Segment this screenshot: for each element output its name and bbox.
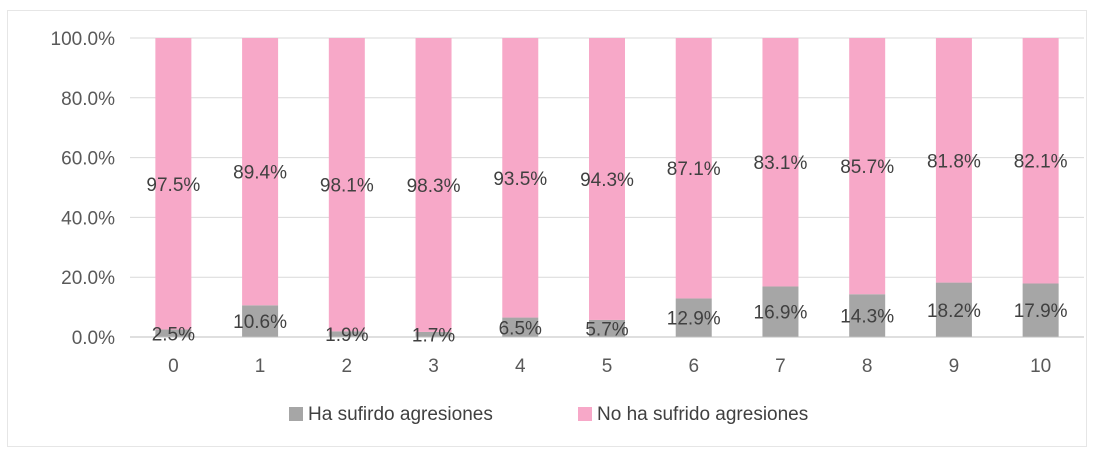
data-label-ha-sufrido: 10.6%: [233, 312, 287, 333]
data-label-ha-sufrido: 18.2%: [927, 301, 981, 322]
data-label-no-ha-sufrido: 81.8%: [927, 151, 981, 172]
x-tick-label: 7: [775, 356, 786, 377]
x-tick-label: 0: [168, 356, 179, 377]
data-label-no-ha-sufrido: 82.1%: [1014, 152, 1068, 173]
y-tick-label: 40.0%: [61, 208, 115, 229]
data-label-ha-sufrido: 1.9%: [325, 325, 368, 346]
x-tick-label: 3: [428, 356, 439, 377]
bar-no-ha-sufrido: [1022, 38, 1059, 284]
bar-no-ha-sufrido: [328, 38, 365, 332]
data-label-ha-sufrido: 17.9%: [1014, 301, 1068, 322]
legend-swatch: [578, 407, 592, 421]
data-label-ha-sufrido: 1.7%: [412, 325, 455, 346]
bar-ha-sufrido: [415, 331, 452, 337]
data-label-ha-sufrido: 12.9%: [667, 309, 721, 330]
x-tick-label: 8: [862, 356, 873, 377]
y-tick-label: 60.0%: [61, 149, 115, 170]
bar-no-ha-sufrido: [242, 38, 279, 306]
x-tick-label: 1: [255, 356, 266, 377]
y-tick-label: 0.0%: [72, 328, 115, 349]
data-label-no-ha-sufrido: 83.1%: [754, 153, 808, 174]
x-tick-label: 10: [1030, 356, 1051, 377]
data-label-no-ha-sufrido: 94.3%: [580, 170, 634, 191]
data-label-no-ha-sufrido: 98.3%: [407, 176, 461, 197]
data-label-no-ha-sufrido: 87.1%: [667, 159, 721, 180]
bar-ha-sufrido: [849, 294, 886, 337]
data-label-ha-sufrido: 2.5%: [152, 324, 195, 345]
bar-ha-sufrido: [502, 317, 539, 337]
bar-ha-sufrido: [155, 329, 192, 337]
legend-label: Ha sufirdo agresiones: [308, 404, 493, 425]
legend-label: No ha sufrido agresiones: [597, 404, 808, 425]
bar-no-ha-sufrido: [935, 38, 972, 283]
bar-ha-sufrido: [328, 331, 365, 337]
bar-ha-sufrido: [675, 298, 712, 337]
x-tick-label: 4: [515, 356, 526, 377]
legend-swatch: [289, 407, 303, 421]
bar-no-ha-sufrido: [589, 38, 625, 320]
data-label-ha-sufrido: 16.9%: [754, 303, 808, 324]
bars: [155, 38, 1059, 337]
bar-no-ha-sufrido: [155, 38, 192, 330]
y-tick-label: 20.0%: [61, 268, 115, 289]
bar-no-ha-sufrido: [849, 38, 886, 295]
bar-no-ha-sufrido: [502, 38, 539, 318]
x-tick-label: 6: [688, 356, 699, 377]
bar-ha-sufrido: [1022, 283, 1059, 337]
data-label-no-ha-sufrido: 98.1%: [320, 176, 374, 197]
data-label-ha-sufrido: 14.3%: [840, 307, 894, 328]
bar-ha-sufrido: [589, 319, 625, 337]
bar-no-ha-sufrido: [415, 38, 452, 332]
data-label-no-ha-sufrido: 93.5%: [493, 169, 547, 190]
data-label-ha-sufrido: 5.7%: [585, 319, 628, 340]
data-label-no-ha-sufrido: 85.7%: [840, 157, 894, 178]
bar-ha-sufrido: [762, 286, 799, 337]
legend: Ha sufirdo agresiones No ha sufrido agres…: [289, 404, 808, 425]
data-labels: 2.5% 97.5% 10.6% 89.4% 1.9% 98.1% 1.7% 98.3% 6.5…: [146, 151, 1067, 346]
x-tick-label: 5: [602, 356, 613, 377]
y-tick-label: 100.0%: [51, 29, 116, 50]
data-label-ha-sufrido: 6.5%: [499, 318, 542, 339]
y-tick-label: 80.0%: [61, 89, 115, 110]
bar-no-ha-sufrido: [762, 38, 799, 287]
x-tick-label: 9: [949, 356, 960, 377]
data-label-no-ha-sufrido: 97.5%: [146, 175, 200, 196]
bar-no-ha-sufrido: [675, 38, 712, 299]
axes: 0.0%20.0%40.0%60.0%80.0%100.0%0 1 2 3 4 5 6 7 8 9…: [51, 29, 1084, 377]
bar-ha-sufrido: [242, 305, 279, 337]
x-tick-label: 2: [342, 356, 353, 377]
data-label-no-ha-sufrido: 89.4%: [233, 163, 287, 184]
bar-ha-sufrido: [935, 282, 972, 337]
